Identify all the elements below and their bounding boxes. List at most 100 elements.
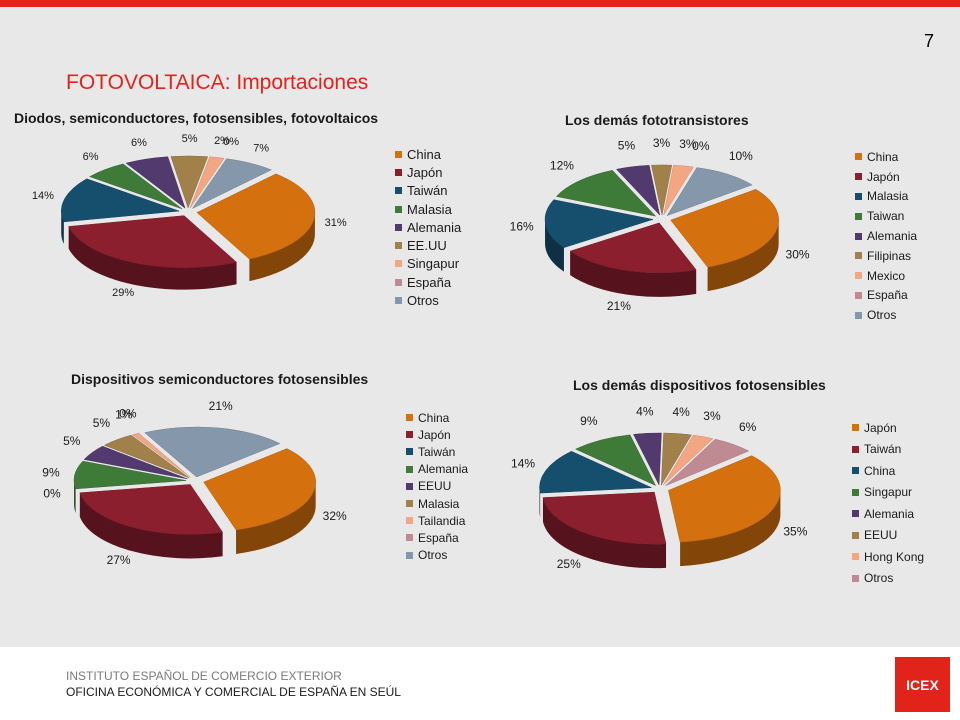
legend-item: China [852,460,924,482]
data-label: 32% [323,509,347,523]
legend-item: China [395,145,461,163]
chart-title-2: Los demás fototransistores [565,112,749,128]
data-label: 7% [253,142,269,154]
legend-swatch [855,192,862,200]
pie-slice-side [542,497,667,569]
data-label: 21% [209,399,233,413]
legend-item: Otros [852,568,924,590]
legend-item: EEUU [852,525,924,547]
legend-label: España [407,274,452,290]
legend-label: Otros [407,293,439,309]
footer-institute: INSTITUTO ESPAÑOL DE COMERCIO EXTERIOR [66,669,342,683]
data-label: 16% [510,219,534,233]
data-label: 29% [112,287,134,299]
legend-swatch [406,448,413,456]
legend-label: Otros [864,571,894,586]
pie-slice-filipinas [651,164,673,216]
legend-1: China Japón Taiwán Malasia Alemania EE.UU Sing… [395,145,461,310]
data-label: 2% [214,135,230,147]
pie-slice-eeuu [83,445,188,480]
pie-slice-otros [665,438,750,487]
legend-swatch [395,150,402,158]
pie-slice-malasia [89,163,183,210]
legend-item: Alemania [852,503,924,525]
data-label: 0% [119,407,137,421]
legend-swatch [395,278,402,286]
top-accent-bar [0,0,960,7]
legend-label: Filipinas [867,248,912,263]
pie-slice-mexico [663,164,694,216]
legend-swatch [406,431,413,439]
legend-item: Taiwan [855,206,917,226]
data-label: 5% [182,133,198,145]
data-label: 30% [786,247,810,261]
legend-label: Alemania [418,462,469,477]
legend-item: Mexico [855,266,917,286]
legend-label: España [867,288,908,303]
pie-slice-hong-kong [663,434,714,486]
legend-item: Japón [395,163,461,181]
pie-slice-otros [144,426,281,478]
data-label: 31% [325,217,347,229]
legend-swatch [852,445,859,453]
legend-item: Alemania [395,218,461,236]
legend-item: Malasia [855,187,917,207]
pie-slice-side [539,487,541,518]
legend-label: Otros [867,308,897,323]
legend-label: Mexico [867,268,906,283]
legend-item: Malasia [395,200,461,218]
legend-label: Japón [407,164,443,180]
data-label: 5% [618,138,636,152]
legend-swatch [406,534,413,542]
data-label: 6% [83,151,99,163]
pie-slice-side [61,211,64,244]
pie-slice-side [79,492,223,559]
data-label: 9% [580,414,598,428]
legend-swatch [406,414,413,422]
data-label: 5% [63,434,81,448]
legend-label: Tailandia [418,513,466,528]
legend-label: Malasia [418,496,460,511]
pie-slice-otros [666,167,753,217]
legend-swatch [855,311,862,319]
legend-label: Hong Kong [864,549,925,564]
slide: 7 FOTOVOLTAICA: Importaciones Diodos, se… [0,7,960,647]
data-label: 0% [223,136,239,148]
pie-slice-tailandia [131,432,191,478]
pie-slice-eeuu [661,432,692,486]
legend-swatch [395,260,402,268]
chart-title-1: Diodos, semiconductores, fotosensibles, … [14,110,379,126]
pie-slice-china [539,451,652,494]
legend-swatch [406,517,413,525]
legend-item: Malasia [406,495,468,512]
pie-slice-malasia [103,434,190,479]
pie-slice-jap-n [569,222,697,274]
legend-label: Singapur [864,485,913,500]
legend-label: Japón [418,427,451,442]
legend-item: Otros [395,291,461,309]
legend-label: Singapur [407,256,460,272]
data-label: 0% [43,487,61,501]
pie-slice-side [74,480,76,513]
pie-slice-china [670,189,779,268]
legend-item: Filipinas [855,246,917,266]
data-label: 9% [42,465,60,479]
pie-chart-2: 30%21%16%12%5% 3% 3%0%10% [510,136,810,313]
pie-chart-1: 31% 29% 14% 6% 6% 5% 2%0% 7% [32,133,347,299]
legend-item: Japón [406,426,468,443]
pie-slice-side [249,212,315,282]
legend-label: Taiwan [867,209,905,224]
data-label: 0% [692,139,710,153]
legend-swatch [852,424,859,432]
pie-slice-alemania [73,460,187,490]
pie-chart-3: 32%27%0%9%5%5%1%0%21% [42,399,347,567]
data-label: 35% [783,524,807,538]
legend-label: Alemania [407,219,462,235]
legend-item: Taiwán [395,182,461,200]
chart-title-4: Los demás dispositivos fotosensibles [573,377,826,393]
data-label: 14% [511,456,535,470]
legend-item: China [855,147,917,167]
legend-item: España [406,529,468,546]
pie-slice-taiw-n [542,491,667,545]
legend-swatch [395,242,402,250]
